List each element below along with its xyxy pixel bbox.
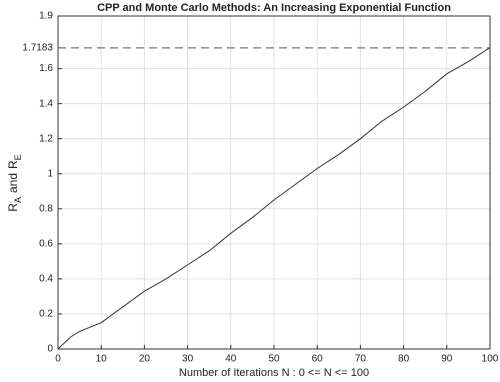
x-tick-label: 10 (96, 354, 108, 365)
x-tick-label: 20 (139, 354, 151, 365)
y-axis-label: RAandRE (6, 154, 23, 211)
data-line (57, 47, 491, 350)
x-tick-label: 50 (268, 354, 280, 365)
y-tick-label: 1.6 (39, 63, 53, 74)
x-tick-label: 70 (355, 354, 367, 365)
x-axis-label: Number of Iterations N : 0 <= N <= 100 (179, 367, 369, 379)
y-tick-label: 1 (47, 168, 53, 179)
y-axis-label-part: R (6, 160, 20, 169)
x-tick-label: 40 (225, 354, 237, 365)
y-tick-label: 0.6 (39, 238, 53, 249)
y-axis-label-part: R (6, 203, 20, 212)
y-axis-label-part: E (13, 154, 23, 160)
y-tick-label: 0.2 (39, 309, 53, 320)
x-tick-label: 0 (55, 354, 61, 365)
y-tick-label: 1.7183 (22, 42, 53, 53)
y-tick-label: 1.2 (39, 133, 53, 144)
x-tick-label: 90 (441, 354, 453, 365)
y-axis-label-part: A (13, 197, 23, 203)
x-tick-label: 30 (182, 354, 194, 365)
y-axis-label-part: and (6, 173, 20, 193)
x-tick-label: 60 (312, 354, 324, 365)
plot-frame (57, 15, 491, 350)
chart-title: CPP and Monte Carlo Methods: An Increasi… (97, 2, 451, 14)
x-tick-label: 80 (398, 354, 410, 365)
y-tick-label: 0.8 (39, 203, 53, 214)
y-tick-label: 0.4 (39, 274, 53, 285)
y-tick-label: 1.9 (39, 11, 53, 22)
x-tick-label: 100 (482, 354, 499, 365)
y-tick-label: 0 (47, 344, 53, 355)
y-tick-label: 1.4 (39, 98, 53, 109)
